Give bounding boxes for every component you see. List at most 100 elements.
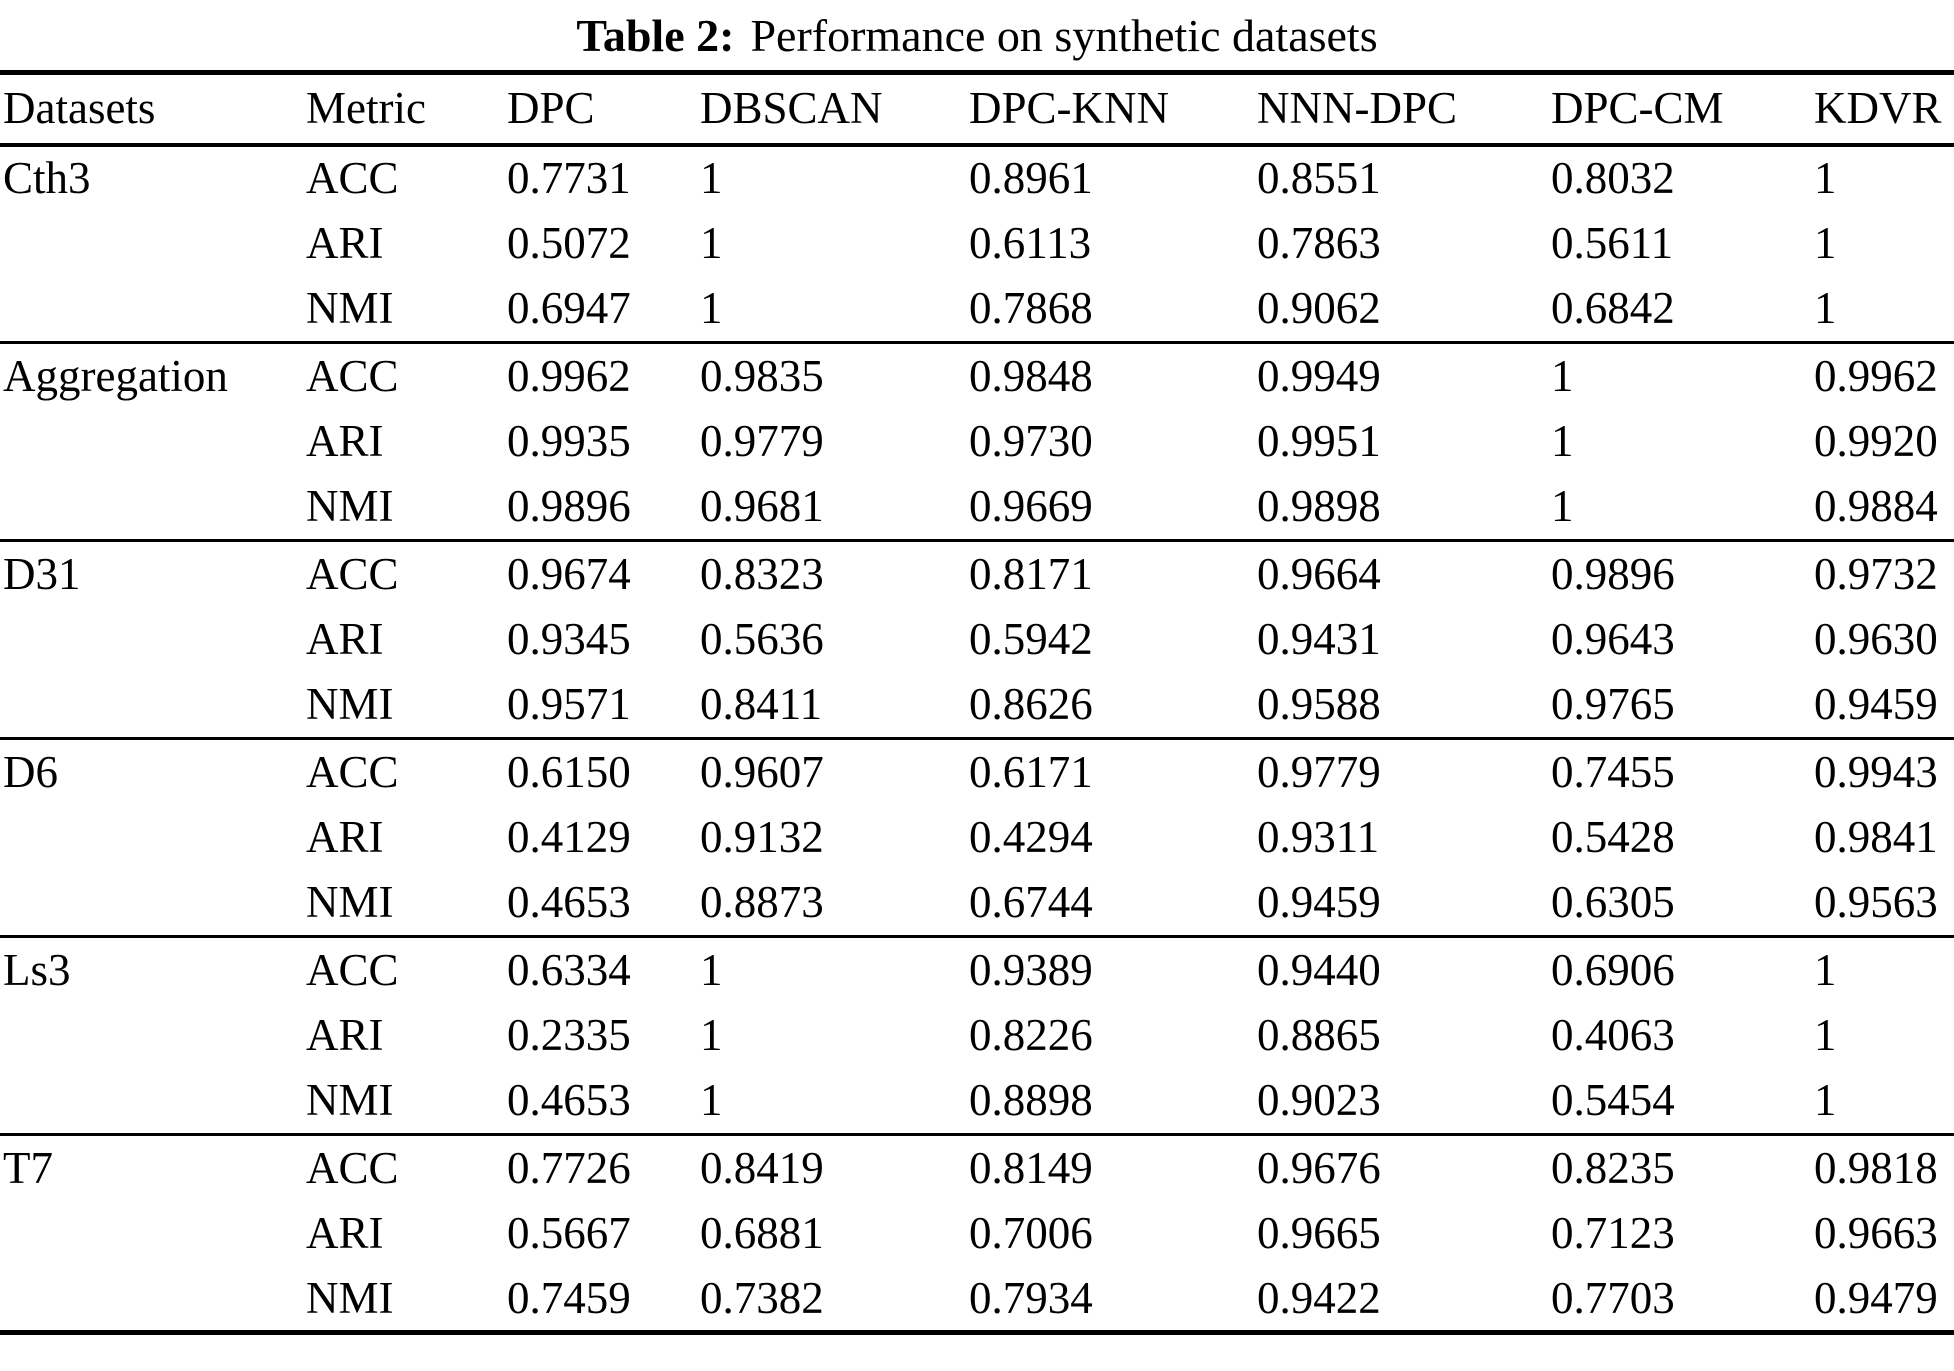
value-cell-kdvr: 0.9884 <box>1814 481 1938 532</box>
metric-label: ACC <box>306 153 399 203</box>
table-row: ARI 0.4129 0.9132 0.4294 0.9311 0.5428 0.9841 <box>0 805 1954 871</box>
value-cell-kdvr: 1 <box>1814 218 1837 268</box>
value-cell-dpc: 0.6334 <box>507 944 631 995</box>
value-cell-nnn-dpc: 0.9676 <box>1257 1142 1381 1193</box>
value-cell-dbscan: 0.9132 <box>700 812 824 862</box>
value-cell-dbscan: 0.5636 <box>700 614 824 664</box>
table-row: NMI 0.6947 1 0.7868 0.9062 0.6842 1 <box>0 277 1954 343</box>
dataset-group-d31: D31 ACC 0.9674 0.8323 0.8171 0.9664 0.9896 0.97… <box>0 540 1954 739</box>
dataset-label <box>0 805 306 871</box>
value-cell-dpc-cm: 0.6305 <box>1551 877 1675 928</box>
value-cell-dpc-cm: 0.6906 <box>1551 944 1675 995</box>
dataset-label: Cth3 <box>3 153 91 203</box>
value-cell-kdvr: 0.9943 <box>1814 746 1938 797</box>
table-row: ARI 0.5667 0.6881 0.7006 0.9665 0.7123 0.9663 <box>0 1201 1954 1267</box>
value-cell-kdvr: 0.9479 <box>1814 1272 1938 1323</box>
metric-label: NMI <box>306 679 394 730</box>
value-cell-nnn-dpc: 0.9664 <box>1257 548 1381 599</box>
value-cell-dpc-knn: 0.9389 <box>969 944 1093 995</box>
value-cell-dpc-cm: 0.7703 <box>1551 1272 1675 1323</box>
table-row: D31 ACC 0.9674 0.8323 0.8171 0.9664 0.9896 0.97… <box>0 541 1954 607</box>
value-cell-dbscan: 1 <box>700 218 723 268</box>
value-cell-dbscan: 1 <box>700 153 723 203</box>
value-cell-dpc-cm: 0.5611 <box>1551 218 1674 268</box>
column-header-datasets: Datasets <box>0 72 306 147</box>
table-row: ARI 0.2335 1 0.8226 0.8865 0.4063 1 <box>0 1003 1954 1069</box>
value-cell-dpc: 0.4653 <box>507 1075 631 1126</box>
metric-label: NMI <box>306 877 394 928</box>
value-cell-kdvr: 0.9663 <box>1814 1208 1938 1258</box>
value-cell-dpc: 0.9962 <box>507 350 631 401</box>
performance-table: Datasets Metric DPC DBSCAN DPC-KNN NNN-D… <box>0 70 1954 1335</box>
value-cell-dpc-knn: 0.6744 <box>969 877 1093 928</box>
value-cell-dpc: 0.9571 <box>507 679 631 730</box>
value-cell-dpc: 0.9674 <box>507 548 631 599</box>
value-cell-kdvr: 1 <box>1814 944 1837 995</box>
value-cell-dpc: 0.6947 <box>507 283 631 334</box>
table-row: NMI 0.4653 1 0.8898 0.9023 0.5454 1 <box>0 1069 1954 1135</box>
column-header-nnn-dpc: NNN-DPC <box>1257 72 1551 147</box>
value-cell-nnn-dpc: 0.9951 <box>1257 416 1381 466</box>
value-cell-dpc-cm: 0.9765 <box>1551 679 1675 730</box>
value-cell-nnn-dpc: 0.9665 <box>1257 1208 1381 1258</box>
dataset-label <box>0 475 306 541</box>
dataset-group-t7: T7 ACC 0.7726 0.8419 0.8149 0.9676 0.8235 0.981… <box>0 1134 1954 1333</box>
value-cell-dpc-cm: 0.9896 <box>1551 548 1675 599</box>
value-cell-dpc-knn: 0.8898 <box>969 1075 1093 1126</box>
value-cell-dbscan: 0.7382 <box>700 1272 824 1323</box>
value-cell-dpc-knn: 0.7934 <box>969 1272 1093 1323</box>
value-cell-nnn-dpc: 0.9023 <box>1257 1075 1381 1126</box>
value-cell-dpc: 0.7726 <box>507 1142 631 1193</box>
value-cell-dpc-cm: 0.4063 <box>1551 1010 1675 1060</box>
table-row: NMI 0.4653 0.8873 0.6744 0.9459 0.6305 0.9563 <box>0 871 1954 937</box>
value-cell-dpc-knn: 0.7868 <box>969 283 1093 334</box>
dataset-label: Ls3 <box>3 944 71 995</box>
dataset-label <box>0 673 306 739</box>
value-cell-kdvr: 0.9841 <box>1814 812 1938 862</box>
value-cell-kdvr: 0.9962 <box>1814 350 1938 401</box>
dataset-label: D31 <box>3 548 81 599</box>
value-cell-dpc-cm: 1 <box>1551 481 1574 532</box>
value-cell-nnn-dpc: 0.9311 <box>1257 812 1380 862</box>
value-cell-nnn-dpc: 0.8551 <box>1257 153 1381 203</box>
value-cell-dpc-cm: 0.5454 <box>1551 1075 1675 1126</box>
dataset-label <box>0 871 306 937</box>
metric-label: ARI <box>306 812 384 862</box>
table-title-text: Performance on synthetic datasets <box>750 9 1378 61</box>
value-cell-nnn-dpc: 0.9898 <box>1257 481 1381 532</box>
dataset-label <box>0 1267 306 1333</box>
value-cell-dpc-knn: 0.8961 <box>969 153 1093 203</box>
value-cell-dpc: 0.6150 <box>507 746 631 797</box>
value-cell-nnn-dpc: 0.9440 <box>1257 944 1381 995</box>
value-cell-dpc: 0.4129 <box>507 812 631 862</box>
table-row: ARI 0.9935 0.9779 0.9730 0.9951 1 0.9920 <box>0 409 1954 475</box>
dataset-label <box>0 607 306 673</box>
dataset-group-d6: D6 ACC 0.6150 0.9607 0.6171 0.9779 0.7455 0.994… <box>0 738 1954 937</box>
value-cell-dbscan: 0.9779 <box>700 416 824 466</box>
table-row: ARI 0.5072 1 0.6113 0.7863 0.5611 1 <box>0 211 1954 277</box>
value-cell-kdvr: 0.9630 <box>1814 614 1938 664</box>
value-cell-kdvr: 0.9732 <box>1814 548 1938 599</box>
value-cell-nnn-dpc: 0.8865 <box>1257 1010 1381 1060</box>
table-row: D6 ACC 0.6150 0.9607 0.6171 0.9779 0.7455 0.994… <box>0 739 1954 805</box>
value-cell-dpc-cm: 1 <box>1551 350 1574 401</box>
metric-label: NMI <box>306 481 394 532</box>
value-cell-dpc: 0.9345 <box>507 614 631 664</box>
dataset-label <box>0 1003 306 1069</box>
value-cell-nnn-dpc: 0.9588 <box>1257 679 1381 730</box>
value-cell-nnn-dpc: 0.9062 <box>1257 283 1381 334</box>
value-cell-dbscan: 0.6881 <box>700 1208 824 1258</box>
dataset-label <box>0 211 306 277</box>
table-row: NMI 0.9896 0.9681 0.9669 0.9898 1 0.9884 <box>0 475 1954 541</box>
value-cell-dbscan: 0.9835 <box>700 350 824 401</box>
column-header-dpc: DPC <box>507 72 700 147</box>
metric-label: NMI <box>306 1272 394 1323</box>
value-cell-dpc-knn: 0.6171 <box>969 746 1093 797</box>
value-cell-kdvr: 0.9818 <box>1814 1142 1938 1193</box>
value-cell-dpc-knn: 0.8171 <box>969 548 1093 599</box>
table-row: NMI 0.7459 0.7382 0.7934 0.9422 0.7703 0.9479 <box>0 1267 1954 1333</box>
value-cell-dbscan: 1 <box>700 1075 723 1126</box>
value-cell-dpc-cm: 0.5428 <box>1551 812 1675 862</box>
value-cell-kdvr: 1 <box>1814 153 1837 203</box>
value-cell-dpc-cm: 0.7123 <box>1551 1208 1675 1258</box>
